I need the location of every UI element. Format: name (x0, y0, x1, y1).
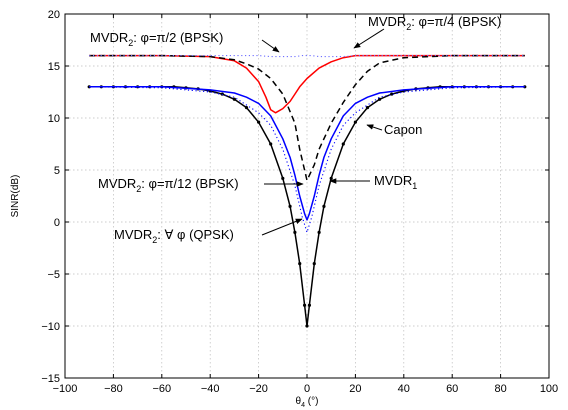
y-tick-label: −10 (41, 321, 60, 333)
ann-qpsk-label: MVDR2: ∀ φ (QPSK) (114, 227, 234, 245)
x-tick-label: 20 (349, 383, 361, 395)
data-point (293, 230, 297, 234)
ann-pi4-label: MVDR2: φ=π/4 (BPSK) (368, 14, 501, 32)
data-point (298, 262, 302, 266)
series-line-0 (89, 54, 525, 114)
grid-lines (65, 14, 549, 378)
data-point (353, 120, 357, 124)
data-point (378, 97, 382, 101)
x-tick-label: −80 (104, 383, 123, 395)
data-point (302, 303, 307, 307)
y-tick-label: 10 (48, 113, 60, 125)
axis-ticks: −100 −80 −60 −40 −20 0 20 40 60 80 100 −15 −10 −5 0 5 10… (41, 9, 558, 395)
ann-mvdr1-label: MVDR1 (374, 173, 417, 191)
x-tick-label: 60 (446, 383, 458, 395)
y-tick-label: 20 (48, 9, 60, 21)
y-tick-label: 5 (54, 165, 60, 177)
data-point (288, 204, 292, 208)
data-point (305, 324, 309, 328)
data-point (232, 97, 236, 101)
y-axis-label: SINR(dB) (10, 175, 21, 218)
ann-pi4-arrow (353, 28, 385, 49)
data-point (281, 176, 285, 180)
ann-pi2-label: MVDR2: φ=π/2 (BPSK) (90, 30, 223, 48)
annotations: MVDR2: φ=π/2 (BPSK) MVDR2: φ=π/4 (BPSK) Ca… (90, 14, 501, 245)
data-series (87, 54, 527, 328)
ann-qpsk-arrow (261, 218, 303, 236)
y-tick-label: −5 (47, 269, 60, 281)
ann-capon-arrow (366, 124, 383, 131)
data-point (365, 106, 370, 110)
ann-capon-label: Capon (384, 122, 422, 137)
x-tick-label: −60 (152, 383, 171, 395)
x-tick-label: −40 (201, 383, 220, 395)
data-point (523, 85, 527, 89)
data-point (329, 176, 333, 180)
data-point (322, 204, 326, 208)
series-line-1 (89, 54, 525, 182)
data-point (244, 106, 249, 110)
y-tick-label: 15 (48, 61, 60, 73)
ann-pi12-label: MVDR2: φ=π/12 (BPSK) (98, 176, 239, 194)
data-point (341, 142, 345, 146)
data-point (269, 142, 273, 146)
x-tick-label: −100 (53, 383, 78, 395)
y-tick-label: −15 (41, 373, 60, 385)
data-point (257, 120, 261, 124)
series-line-4 (89, 86, 525, 221)
x-axis-label: θ4 (°) (296, 396, 319, 409)
data-point (390, 92, 394, 96)
data-point (317, 230, 321, 234)
x-tick-label: −20 (249, 383, 268, 395)
data-point (307, 303, 312, 307)
data-point (312, 262, 316, 266)
x-tick-label: 40 (398, 383, 410, 395)
series-line-2 (89, 55, 525, 58)
x-tick-label: 0 (304, 383, 310, 395)
ann-pi2-arrow (261, 39, 280, 53)
x-tick-label: 80 (494, 383, 506, 395)
y-tick-label: 0 (54, 217, 60, 229)
x-tick-label: 100 (540, 383, 558, 395)
axis-labels: SINR(dB) θ4 (°) (10, 175, 318, 409)
